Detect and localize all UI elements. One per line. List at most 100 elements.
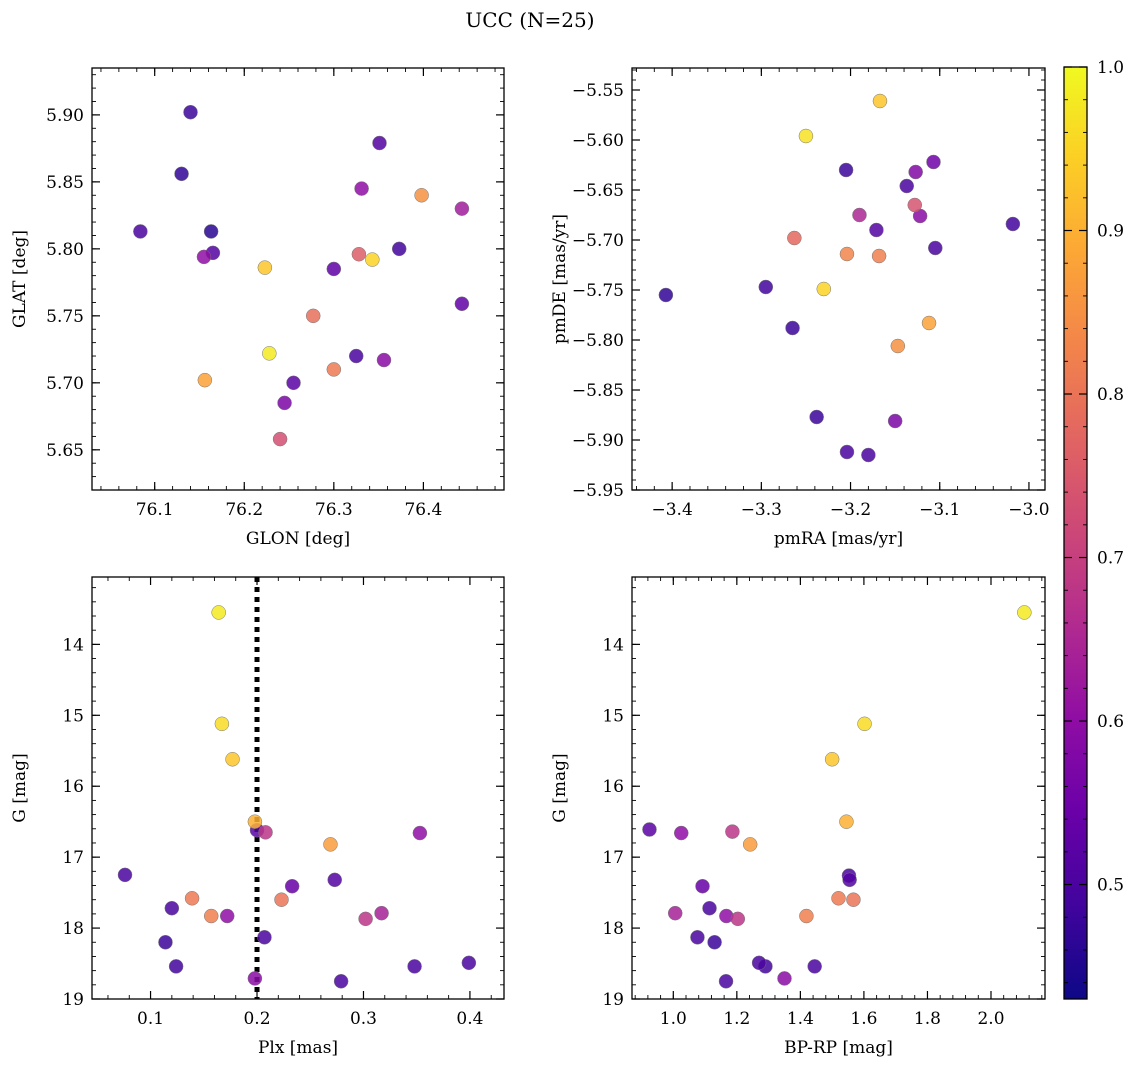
colorbar-tick-label: 0.7	[1097, 549, 1124, 569]
y-axis-label: pmDE [mas/yr]	[550, 214, 570, 344]
scatter-point	[183, 104, 198, 120]
y-axis-label: G [mag]	[550, 753, 570, 822]
scatter-point	[274, 892, 289, 907]
scatter-point	[257, 260, 273, 275]
y-tick-label: 5.80	[46, 240, 84, 260]
y-tick-label: 19	[62, 990, 84, 1010]
y-tick-label: −5.80	[572, 331, 624, 351]
x-axis-label: BP-RP [mag]	[784, 1038, 893, 1058]
y-tick-label: 14	[602, 635, 624, 655]
scatter-point	[1017, 605, 1032, 620]
scatter-point	[354, 181, 369, 196]
scatter-point	[168, 959, 184, 974]
x-tick-label: 76.4	[404, 500, 442, 520]
y-tick-label: 15	[602, 706, 624, 726]
scatter-point	[286, 375, 301, 391]
scatter-point	[454, 201, 470, 216]
axes-frame	[91, 67, 505, 491]
scatter-point	[667, 905, 683, 921]
colorbar-tick-label: 0.9	[1097, 222, 1124, 242]
scatter-point	[707, 935, 722, 950]
scatter-point	[839, 814, 854, 829]
scatter-point	[1005, 216, 1021, 232]
y-tick-label: 14	[62, 635, 84, 655]
scatter-point	[816, 281, 832, 297]
scatter-point	[358, 911, 373, 927]
scatter-point	[374, 905, 389, 921]
colorbar-gradient	[1064, 67, 1087, 999]
scatter-point	[809, 409, 824, 425]
scatter-point	[852, 207, 867, 223]
y-tick-label: 18	[62, 919, 84, 939]
y-tick-label: 5.70	[46, 374, 84, 394]
scatter-point	[158, 935, 173, 950]
scatter-point	[376, 352, 392, 368]
x-axis-label: pmRA [mas/yr]	[774, 529, 903, 549]
scatter-point	[225, 752, 240, 767]
scatter-point	[326, 261, 342, 277]
scatter-point	[785, 320, 800, 336]
scatter-point	[412, 825, 428, 841]
scatter-point	[262, 346, 277, 361]
y-tick-label: −5.75	[572, 281, 624, 301]
scatter-point	[305, 308, 321, 324]
scatter-point	[277, 395, 292, 411]
scatter-point	[272, 431, 288, 447]
colorbar-tick-label: 0.6	[1097, 712, 1124, 732]
y-tick-label: 15	[62, 706, 84, 726]
y-tick-label: 18	[602, 919, 624, 939]
colorbar-frame	[1063, 66, 1088, 1000]
scatter-point	[247, 971, 263, 986]
scatter-point	[861, 447, 876, 463]
minor-ticks	[92, 68, 504, 491]
scatter-point	[257, 930, 272, 945]
scatter-point	[327, 872, 342, 888]
scatter-point	[839, 444, 855, 460]
scatter-point	[907, 197, 923, 213]
y-tick-label: 17	[62, 848, 84, 868]
scatter-point	[887, 413, 903, 429]
scatter-point	[461, 955, 477, 971]
y-tick-label: 19	[602, 990, 624, 1010]
scatter-point	[872, 93, 888, 109]
scatter-point	[351, 246, 367, 262]
x-tick-label: −3.3	[741, 500, 782, 520]
scatter-point	[890, 338, 906, 354]
scatter-point	[869, 222, 884, 238]
y-tick-label: 5.85	[46, 173, 84, 193]
scatter-point	[673, 825, 689, 841]
x-tick-label: 0.4	[456, 1009, 483, 1029]
colorbar-tick-label: 1.0	[1097, 58, 1124, 78]
scatter-point	[414, 188, 429, 203]
scatter-point	[197, 372, 213, 388]
x-tick-label: 1.4	[787, 1009, 814, 1029]
scatter-point	[211, 605, 226, 620]
scatter-point	[690, 930, 705, 945]
scatter-point	[751, 955, 767, 971]
scatter-point	[899, 178, 914, 194]
y-tick-label: 5.65	[46, 441, 84, 461]
scatter-point	[348, 348, 364, 364]
y-tick-label: 16	[62, 777, 84, 797]
scatter-point	[908, 164, 923, 180]
x-tick-label: 1.2	[723, 1009, 750, 1029]
y-axis-label: G [mag]	[10, 753, 30, 822]
scatter-point	[742, 837, 758, 852]
scatter-point	[219, 908, 235, 924]
x-tick-label: 1.6	[850, 1009, 877, 1029]
y-tick-label: −5.90	[572, 431, 624, 451]
x-tick-label: 76.2	[225, 500, 263, 520]
y-tick-label: −5.55	[572, 81, 624, 101]
panel-pmra-pmde: −3.4 −3.3 −3.2 −3.1 −3.0 −5.95 −5.90 −5.85 −5.80…	[550, 67, 1050, 549]
scatter-point	[926, 154, 941, 170]
scatter-point	[407, 959, 422, 974]
scatter-point	[196, 249, 212, 265]
scatter-point	[214, 716, 230, 732]
scatter-point	[247, 814, 263, 829]
colorbar-tick-label: 0.5	[1097, 876, 1124, 896]
x-tick-label: 76.1	[136, 500, 174, 520]
colorbar-tick-label: 0.8	[1097, 385, 1124, 405]
scatter-point	[365, 252, 380, 267]
scatter-point	[323, 837, 338, 852]
